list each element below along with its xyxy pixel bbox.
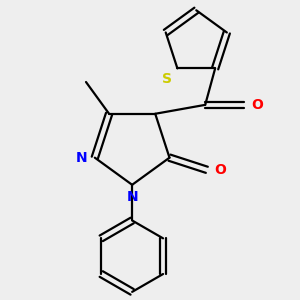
Text: O: O <box>252 98 263 112</box>
Text: N: N <box>76 151 88 165</box>
Text: O: O <box>214 163 226 177</box>
Text: S: S <box>162 72 172 86</box>
Text: N: N <box>126 190 138 204</box>
